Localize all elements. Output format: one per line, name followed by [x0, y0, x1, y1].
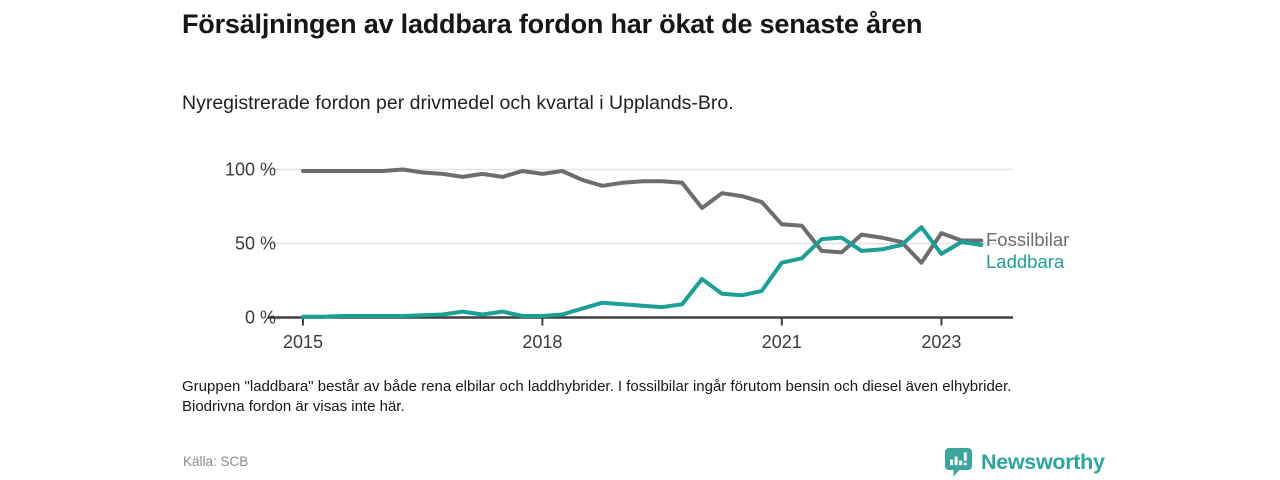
newsworthy-logo-icon [945, 448, 972, 477]
chart-footnote: Gruppen "laddbara" består av både rena e… [182, 378, 1012, 415]
newsworthy-logo: Newsworthy [944, 446, 1105, 478]
y-axis-label-50: 50 % [235, 234, 276, 254]
x-axis-label-2015: 2015 [283, 332, 323, 352]
chart-title: Försäljningen av laddbara fordon har öka… [182, 9, 923, 39]
series-line-fossilbilar [301, 167, 984, 265]
legend-label-fossilbilar: Fossilbilar [986, 229, 1069, 250]
x-axis-label-2018: 2018 [522, 332, 562, 352]
source-label: Källa: SCB [183, 454, 249, 469]
series-line-laddbara [301, 225, 984, 319]
newsworthy-logo-text: Newsworthy [981, 449, 1105, 474]
chart-subtitle: Nyregistrerade fordon per drivmedel och … [182, 92, 734, 114]
line-chart: 0 % 50 % 100 % 2015 2018 2021 2023 Fossilbilar L… [180, 152, 1120, 367]
x-axis-label-2023: 2023 [921, 332, 961, 352]
line-chart-canvas: 0 % 50 % 100 % 2015 2018 2021 2023 FossilbilarL… [225, 160, 1069, 353]
y-axis-label-100: 100 % [225, 160, 276, 180]
legend-label-laddbara: Laddbara [986, 251, 1065, 272]
x-axis-label-2021: 2021 [762, 332, 802, 352]
y-axis-label-0: 0 % [245, 308, 276, 328]
